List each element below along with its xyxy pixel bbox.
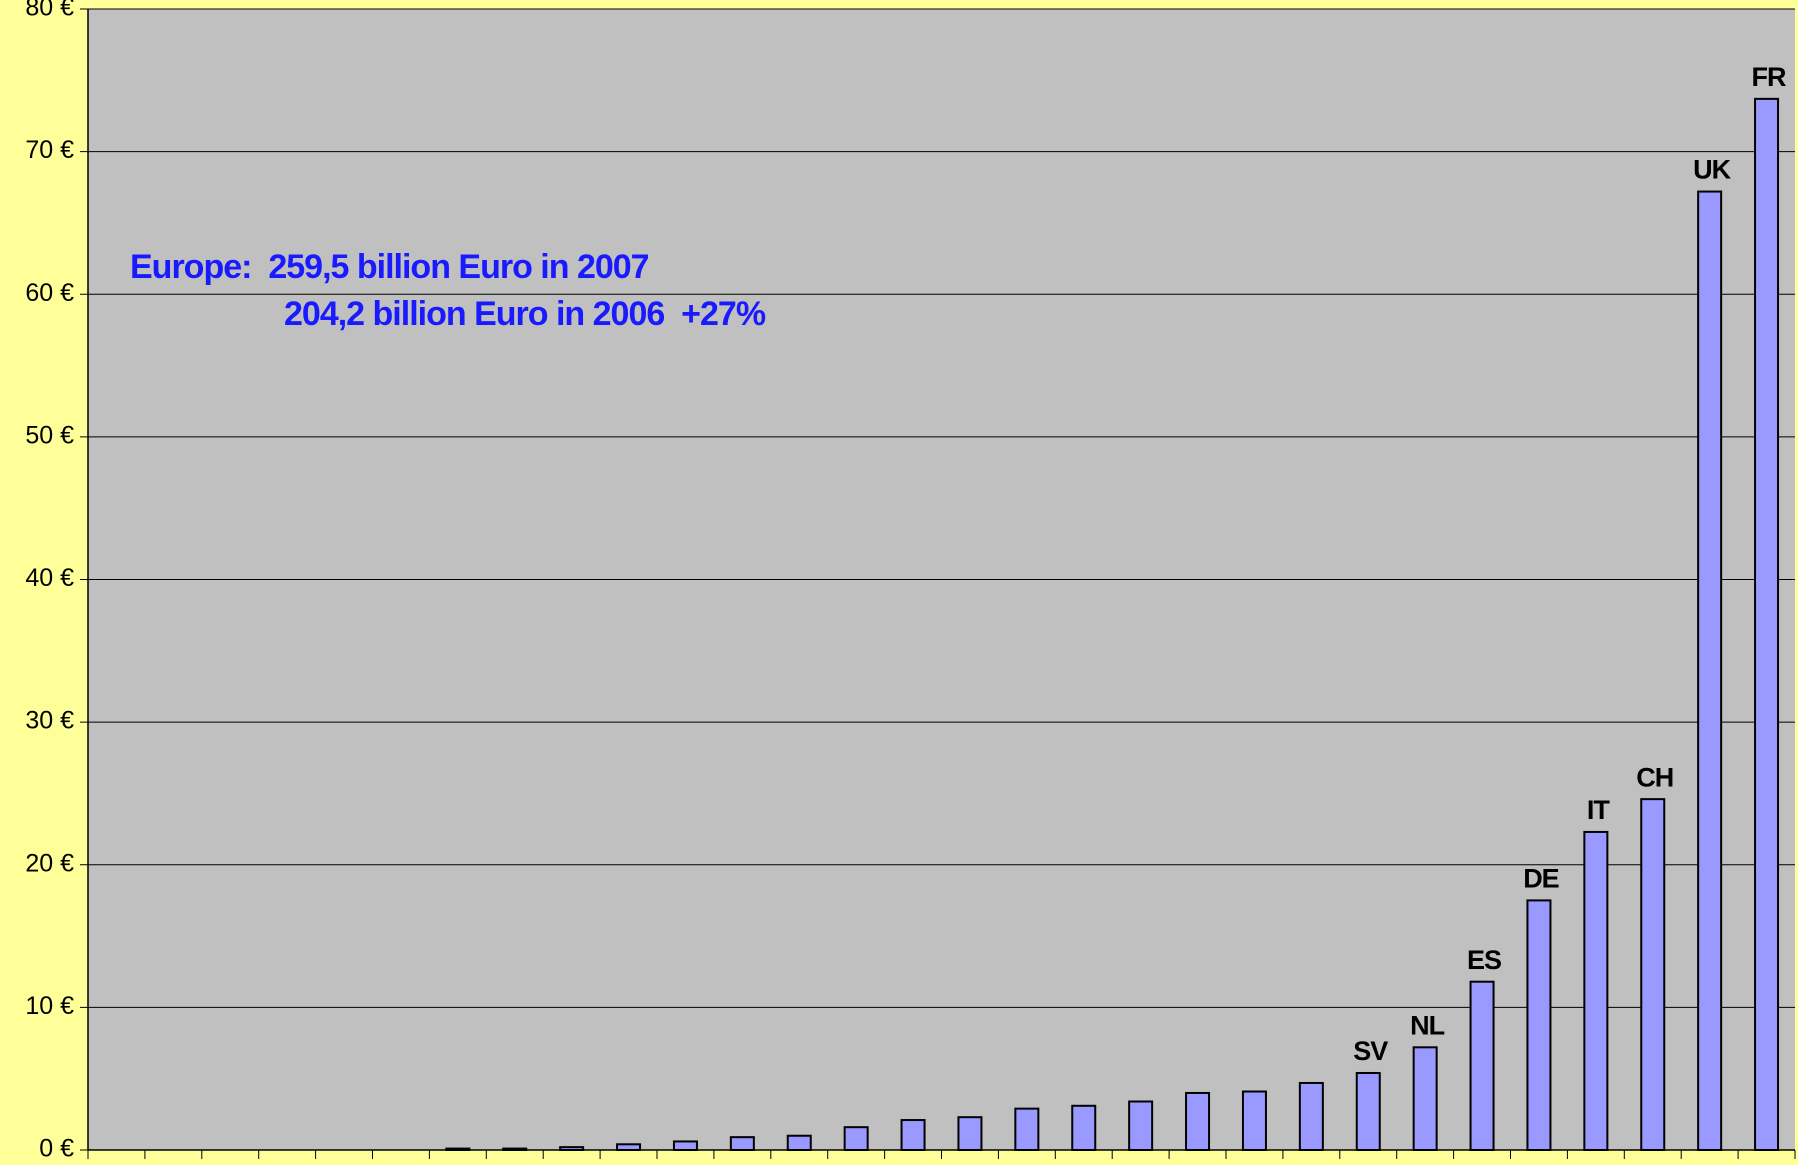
category-label: FR — [1752, 62, 1786, 92]
bar — [1128, 1100, 1154, 1151]
bar — [1412, 1046, 1438, 1152]
bar — [900, 1119, 926, 1151]
bar — [502, 1147, 528, 1151]
bar — [1583, 830, 1609, 1151]
category-label: IT — [1587, 795, 1611, 825]
bar — [1469, 980, 1495, 1152]
annotation: Europe: 259,5 billion Euro in 2007 — [130, 248, 649, 286]
y-tick-label: 80 € — [25, 0, 74, 22]
y-tick-label: 40 € — [25, 564, 74, 592]
y-tick-label: 60 € — [25, 279, 74, 307]
y-tick-label: 50 € — [25, 421, 74, 449]
y-tick-label: 0 € — [39, 1135, 74, 1163]
bar — [729, 1136, 755, 1151]
bar — [1071, 1104, 1097, 1152]
bar — [1526, 899, 1552, 1151]
bar — [957, 1116, 983, 1152]
y-tick-label: 20 € — [25, 849, 74, 877]
bar — [843, 1126, 869, 1152]
y-tick-label: 70 € — [25, 136, 74, 164]
bar — [1185, 1091, 1211, 1151]
bar — [1640, 798, 1666, 1152]
bar — [1355, 1071, 1381, 1152]
bar — [1754, 97, 1780, 1151]
category-label: CH — [1636, 762, 1673, 792]
y-tick-label: 10 € — [25, 992, 74, 1020]
bar — [616, 1143, 642, 1152]
bar — [672, 1140, 698, 1152]
category-label: UK — [1693, 155, 1731, 185]
annotation: 204,2 billion Euro in 2006 +27% — [284, 295, 766, 333]
category-label: ES — [1467, 945, 1501, 975]
category-label: SV — [1353, 1036, 1388, 1066]
bar — [1298, 1081, 1324, 1152]
bar — [1241, 1090, 1267, 1152]
bar — [1697, 190, 1723, 1151]
bar — [786, 1134, 812, 1152]
y-tick-label: 30 € — [25, 707, 74, 735]
category-label: NL — [1410, 1010, 1444, 1040]
bar — [445, 1147, 471, 1151]
bar — [559, 1146, 585, 1151]
bar — [1014, 1107, 1040, 1152]
category-label: DE — [1523, 864, 1559, 894]
